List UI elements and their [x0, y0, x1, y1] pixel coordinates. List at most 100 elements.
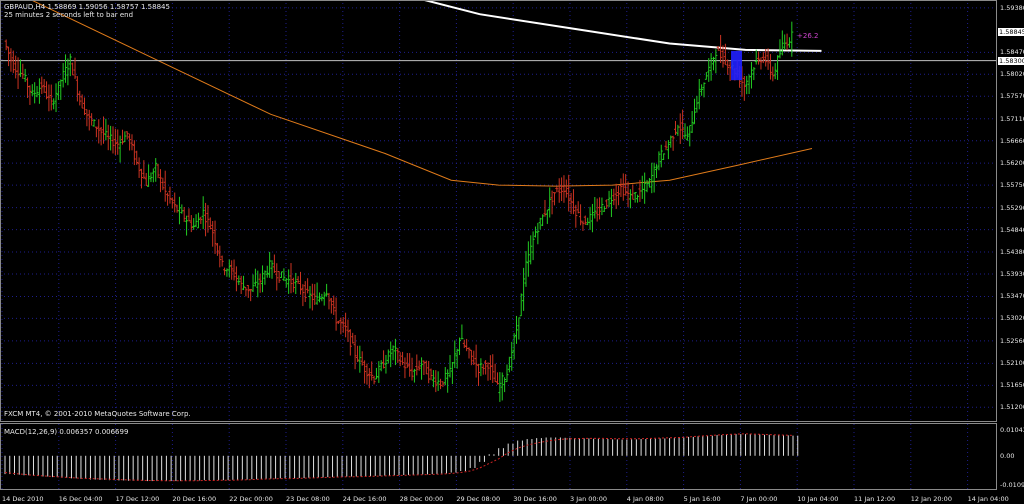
ohlc-bar [317, 292, 321, 303]
ohlc-bar [158, 169, 162, 193]
ohlc-bar [313, 284, 317, 305]
price-scale-label: 1.56200 [1000, 159, 1024, 168]
ohlc-bar [417, 360, 421, 371]
ohlc-bar [149, 172, 153, 183]
ohlc-bar [695, 95, 699, 113]
ohlc-bar [448, 355, 452, 378]
ohlc-bar [693, 98, 696, 125]
ohlc-bar [201, 196, 205, 230]
ohlc-bar [469, 349, 473, 366]
ohlc-bar [189, 215, 193, 233]
price-scale-label: 1.57570 [1000, 92, 1024, 101]
ohlc-bar [761, 51, 765, 64]
ohlc-bar [246, 284, 250, 298]
ohlc-bar [773, 63, 777, 80]
ohlc-bar [450, 362, 454, 385]
ohlc-bar [609, 188, 613, 218]
ohlc-bar [379, 360, 383, 372]
ohlc-bar [655, 164, 659, 178]
ohlc-bar [391, 345, 395, 361]
price-scale-label: 1.57110 [1000, 114, 1024, 123]
ohlc-bar [548, 187, 552, 218]
ohlc-bar [588, 206, 592, 230]
ohlc-bar [564, 179, 568, 198]
time-axis-label: 4 Jan 08:00 [626, 495, 664, 503]
ohlc-bar [227, 259, 231, 278]
ohlc-bar [137, 157, 141, 178]
macd-scale-label: 0.00 [1000, 451, 1015, 460]
ohlc-bar [116, 129, 120, 155]
ohlc-bar [166, 192, 170, 206]
ohlc-bar [182, 207, 186, 222]
ohlc-bar [536, 222, 540, 245]
ohlc-bar [524, 251, 528, 287]
ohlc-bar [332, 295, 336, 315]
ohlc-bar [583, 215, 587, 225]
ohlc-bar [721, 45, 725, 68]
ohlc-bar [237, 275, 241, 286]
time-axis-label: 28 Dec 00:00 [399, 495, 444, 503]
ohlc-bar [683, 123, 687, 139]
price-scale-label: 1.55750 [1000, 181, 1024, 190]
ohlc-bar [628, 189, 632, 209]
ohlc-bar [106, 124, 110, 151]
ohlc-bar [690, 111, 694, 133]
ohlc-bar [550, 190, 554, 215]
ohlc-bar [232, 259, 236, 281]
ohlc-bar [498, 372, 502, 402]
ohlc-bar [277, 271, 281, 283]
ohlc-bar [382, 350, 386, 369]
ohlc-bar [785, 33, 789, 51]
ohlc-bar [557, 178, 561, 203]
ohlc-bar [59, 79, 63, 100]
ohlc-bar [458, 337, 462, 356]
ohlc-bar [344, 312, 348, 338]
ohlc-bar [700, 84, 704, 96]
ohlc-bar [434, 370, 438, 393]
ohlc-bar [83, 97, 87, 116]
ohlc-bar [30, 84, 34, 96]
ohlc-bar [204, 202, 208, 237]
ohlc-bar [367, 368, 371, 389]
ohlc-bar [410, 357, 414, 381]
ohlc-bar [790, 21, 794, 57]
moving-average-layer [0, 0, 996, 187]
ohlc-bar [296, 276, 300, 284]
ohlc-bar [206, 205, 210, 233]
ohlc-bar [593, 197, 597, 219]
ohlc-bar [299, 271, 302, 295]
ohlc-bar [52, 98, 56, 110]
time-axis-label: 5 Jan 16:00 [683, 495, 721, 503]
ohlc-bar [401, 351, 405, 365]
ohlc-bar [749, 62, 753, 89]
ohlc-bar [18, 59, 22, 77]
hline-price-tag[interactable]: 1.58300 [998, 57, 1024, 65]
ohlc-bars-layer [4, 21, 794, 402]
price-scale-label: 1.56660 [1000, 136, 1024, 145]
ohlc-bar [666, 140, 670, 160]
ohlc-bar [771, 66, 775, 82]
ohlc-bar [778, 39, 782, 59]
time-axis-label: 3 Jan 00:00 [570, 495, 608, 503]
ohlc-bar [605, 199, 609, 209]
ohlc-bar [33, 82, 37, 104]
macd-scale-label: 0.01043 [1000, 426, 1024, 434]
ohlc-bar [104, 118, 108, 141]
ohlc-bar [196, 212, 200, 229]
ohlc-bar [230, 260, 234, 280]
ohlc-bar [396, 347, 400, 363]
ohlc-bar [208, 217, 212, 230]
ohlc-bar [310, 283, 314, 311]
ohlc-bar [26, 77, 30, 99]
ohlc-bar [595, 198, 599, 222]
ohlc-bar [11, 50, 15, 74]
ohlc-bar [64, 54, 68, 83]
time-axis-label: 12 Jan 20:00 [910, 495, 952, 503]
ohlc-bar [154, 158, 158, 182]
ohlc-bar [759, 57, 763, 70]
ohlc-bar [49, 84, 53, 111]
ohlc-bar [685, 126, 689, 141]
